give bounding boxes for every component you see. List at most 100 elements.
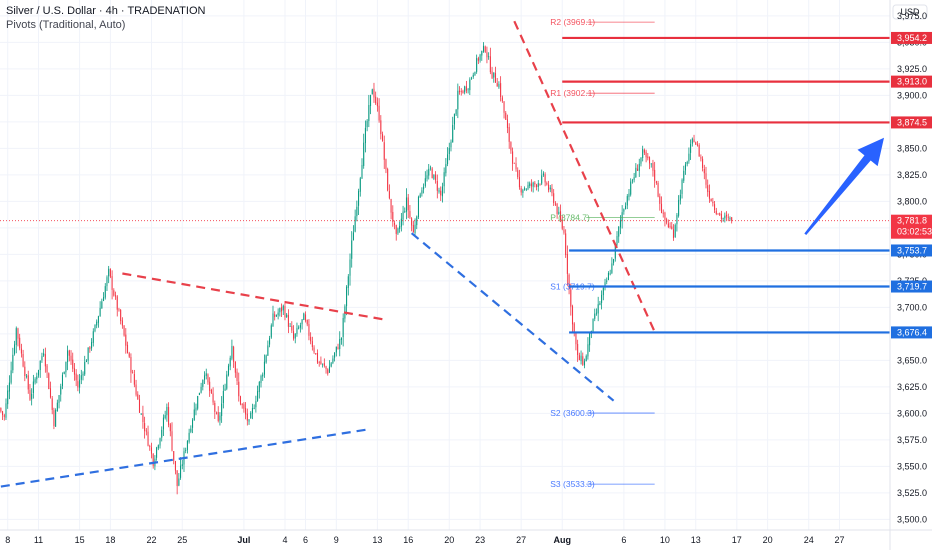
- candle-body: [428, 168, 430, 176]
- candle-body: [436, 180, 438, 191]
- y-tick-label: 3,650.0: [897, 355, 927, 365]
- candle-body: [583, 361, 586, 366]
- candle-body: [263, 361, 265, 375]
- bullish-arrow: [804, 137, 885, 236]
- candle-body: [366, 120, 368, 128]
- candle-body: [241, 403, 243, 406]
- candle-body: [56, 402, 58, 411]
- candle-body: [215, 412, 218, 414]
- candle-body: [587, 344, 589, 357]
- candle-body: [79, 379, 81, 388]
- candle-body: [296, 328, 298, 334]
- candle-body: [299, 325, 301, 328]
- candle-body: [87, 347, 89, 361]
- candle-body: [407, 197, 409, 211]
- candle-body: [0, 407, 2, 412]
- candle-body: [659, 196, 661, 204]
- candle-body: [602, 287, 604, 296]
- candle-body: [168, 407, 170, 425]
- candle-body: [688, 153, 690, 162]
- candle-body: [577, 344, 579, 356]
- candle-body: [32, 381, 34, 393]
- candle-body: [647, 156, 649, 159]
- candle-body: [645, 151, 647, 158]
- candle-body: [162, 417, 164, 430]
- candle-body: [257, 391, 259, 402]
- candle-body: [462, 91, 464, 94]
- candle-body: [229, 357, 231, 367]
- candle-body: [138, 399, 141, 413]
- candle-body: [109, 268, 111, 277]
- candle-body: [248, 419, 250, 422]
- candle-body: [12, 354, 14, 371]
- candle-body: [631, 180, 633, 182]
- candle-body: [424, 178, 426, 186]
- candle-body: [589, 333, 591, 346]
- x-tick-label: 8: [5, 535, 10, 545]
- candle-body: [20, 348, 22, 354]
- candle-body: [726, 214, 728, 217]
- candle-body: [655, 181, 657, 183]
- candle-body: [431, 168, 433, 179]
- candle-body: [70, 355, 72, 361]
- candle-body: [556, 203, 558, 214]
- candle-body: [693, 139, 695, 143]
- candle-body: [156, 447, 158, 458]
- candle-body: [674, 224, 676, 238]
- candle-body: [678, 199, 680, 216]
- candle-body: [489, 56, 491, 73]
- candle-body: [323, 363, 325, 366]
- candle-body: [315, 353, 317, 354]
- candle-body: [378, 105, 380, 121]
- currency-button[interactable]: [892, 4, 928, 20]
- candle-body: [438, 190, 440, 192]
- candle-body: [22, 354, 24, 367]
- candle-body: [46, 365, 48, 373]
- candle-body: [335, 346, 337, 353]
- candle-body: [465, 86, 467, 91]
- pivot-label-s2: S2 (3600.3): [550, 408, 595, 418]
- candle-body: [561, 219, 563, 229]
- candle-body: [3, 415, 5, 417]
- candle-body: [82, 373, 84, 376]
- candle-body: [376, 102, 378, 107]
- candle-body: [180, 465, 182, 478]
- candle-body: [313, 347, 315, 353]
- candle-body: [479, 54, 481, 61]
- candle-body: [609, 273, 611, 275]
- candle-body: [700, 157, 702, 159]
- candle-body: [392, 211, 394, 223]
- candle-body: [652, 163, 654, 171]
- level-badge-5: [891, 280, 932, 293]
- candle-body: [423, 186, 425, 190]
- trendline-4: [513, 20, 656, 333]
- candle-body: [707, 185, 709, 192]
- candle-body: [25, 375, 28, 377]
- candle-body: [58, 395, 60, 403]
- candle-body: [525, 188, 527, 190]
- candle-body: [421, 190, 423, 194]
- candle-body: [457, 90, 459, 110]
- candle-body: [613, 259, 615, 263]
- candle-body: [91, 342, 93, 349]
- candle-body: [542, 173, 544, 176]
- candle-body: [669, 225, 671, 227]
- candle-body: [325, 366, 327, 370]
- candle-body: [269, 338, 271, 345]
- candle-body: [128, 353, 130, 357]
- candle-body: [595, 312, 598, 314]
- candle-body: [623, 209, 625, 212]
- candle-body: [705, 173, 707, 185]
- last-price-badge: [891, 214, 932, 239]
- candle-body: [549, 187, 551, 190]
- candle-body: [212, 393, 214, 403]
- candle-body: [493, 72, 495, 78]
- candle-body: [440, 190, 442, 196]
- candle-body: [243, 404, 245, 409]
- candle-body: [108, 268, 110, 277]
- candle-body: [566, 254, 568, 274]
- candle-body: [635, 167, 637, 178]
- candle-body: [664, 212, 666, 220]
